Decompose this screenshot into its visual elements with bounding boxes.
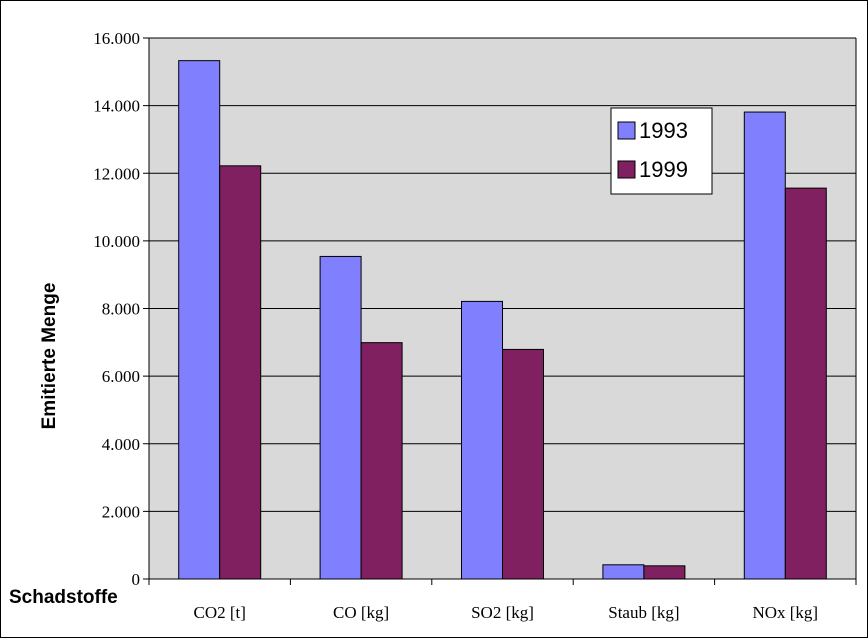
x-tick-label: NOx [kg] — [752, 603, 818, 622]
axes — [143, 37, 857, 585]
y-tick-label: 4.000 — [102, 435, 140, 454]
y-tick-label: 8.000 — [102, 300, 140, 319]
bar-1993-4 — [602, 564, 645, 580]
bar-1993-5 — [743, 111, 786, 580]
y-tick-label: 2.000 — [102, 502, 140, 521]
x-tick-label: Staub [kg] — [608, 603, 679, 622]
x-tick-label: CO2 [t] — [193, 603, 245, 622]
bar-1999-3 — [502, 348, 544, 580]
legend-swatch-1999 — [617, 160, 636, 179]
legend: 1993 1999 — [610, 107, 713, 195]
y-axis-title: Emitierte Menge — [39, 283, 60, 430]
y-tick-label: 6.000 — [102, 367, 140, 386]
bar-1993-1 — [178, 60, 221, 580]
y-tick-labels: 0 2.000 4.000 6.000 8.000 10.000 12.000 14.000 1… — [93, 29, 140, 589]
y-tick-label: 10.000 — [93, 232, 140, 251]
x-tick-labels: CO2 [t] CO [kg] SO2 [kg] Staub [kg] NOx [kg] — [193, 603, 818, 622]
y-tick-label: 12.000 — [93, 164, 140, 183]
legend-swatch-1993 — [617, 121, 636, 140]
bar-1993-3 — [461, 300, 503, 580]
legend-label-1999: 1999 — [639, 157, 688, 182]
bar-1999-5 — [784, 187, 827, 580]
y-tick-label: 14.000 — [93, 97, 140, 116]
x-axis-title: Schadstoffe — [9, 587, 118, 608]
x-tick-label: CO [kg] — [333, 603, 389, 622]
bar-1993-2 — [319, 255, 362, 580]
legend-label-1993: 1993 — [639, 118, 688, 143]
bars — [178, 60, 827, 580]
bar-1999-1 — [219, 165, 262, 580]
bar-1999-2 — [360, 342, 403, 580]
y-tick-label: 0 — [132, 570, 141, 589]
x-tick-label: SO2 [kg] — [471, 603, 534, 622]
bar-1999-4 — [643, 565, 686, 580]
y-tick-label: 16.000 — [93, 29, 140, 48]
